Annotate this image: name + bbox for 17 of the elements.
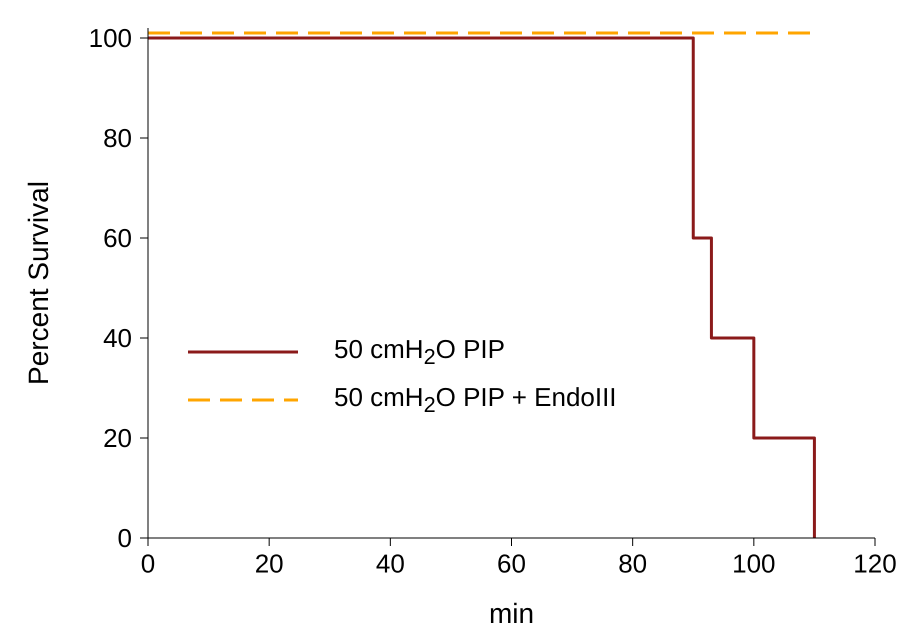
y-axis-title: Percent Survival [22, 181, 54, 385]
x-tick-label: 80 [618, 548, 648, 578]
x-tick-label: 20 [254, 548, 284, 578]
x-tick-label: 120 [853, 548, 897, 578]
y-tick-label: 60 [103, 223, 132, 254]
legend-label: 50 cmH$_{2}$O PIP [334, 334, 505, 370]
y-tick-label: 20 [103, 423, 132, 454]
y-tick-label: 80 [103, 123, 132, 154]
x-tick-label: 100 [732, 548, 776, 578]
x-tick-label: 40 [376, 548, 405, 578]
x-tick-label: 60 [497, 548, 526, 578]
y-tick-label: 100 [88, 23, 132, 54]
x-axis-title: min [488, 598, 534, 629]
y-tick-label: 0 [118, 523, 132, 554]
legend-label: 50 cmH$_{2}$O PIP + EndoIII [334, 382, 617, 418]
y-tick-label: 40 [103, 323, 132, 354]
x-tick-label: 0 [140, 548, 156, 578]
